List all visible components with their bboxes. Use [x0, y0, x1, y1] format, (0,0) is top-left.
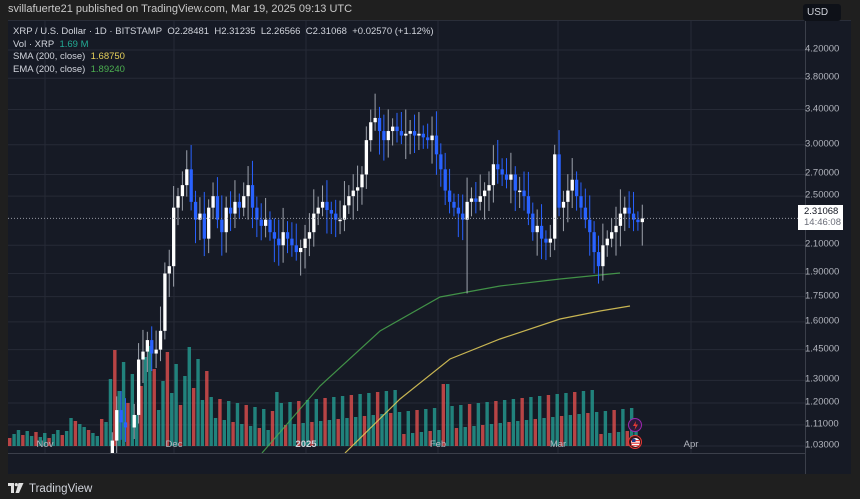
- price-tick: 4.20000: [805, 43, 840, 55]
- tv-logo-glyph: [8, 483, 24, 493]
- symbol-label[interactable]: XRP / U.S. Dollar · 1D · BITSTAMP: [13, 26, 163, 37]
- footer-brand[interactable]: TradingView: [29, 483, 93, 495]
- time-tick: Feb: [429, 439, 447, 450]
- ema-label: EMA (200, close): [13, 63, 86, 75]
- price-tick: 2.50000: [805, 189, 840, 201]
- currency-button[interactable]: USD: [803, 4, 841, 21]
- chart-panel[interactable]: [8, 20, 851, 474]
- time-tick: 2025: [295, 439, 317, 450]
- ohlc-open: O2.28481: [167, 26, 210, 37]
- last-price-label: 2.31068 14:46:08: [798, 205, 843, 230]
- event-icon-economic-us[interactable]: [628, 435, 642, 449]
- price-tick: 1.90000: [805, 266, 840, 278]
- sma-label: SMA (200, close): [13, 51, 86, 62]
- price-tick: 2.70000: [805, 167, 840, 179]
- publish-info: svillafuerte21 published on TradingView.…: [8, 3, 353, 15]
- volume-value: 1.69 M: [59, 38, 89, 50]
- price-tick: 2.10000: [805, 238, 840, 250]
- ema-value: 1.89240: [90, 63, 125, 75]
- legend-symbol-row: XRP / U.S. Dollar · 1D · BITSTAMP O2.284…: [13, 26, 434, 39]
- ohlc-low: L2.26566: [260, 26, 301, 37]
- price-axis[interactable]: [805, 21, 852, 474]
- last-price-value: 2.31068: [804, 206, 839, 217]
- time-tick: Apr: [683, 439, 699, 450]
- ohlc-high: H2.31235: [214, 26, 256, 37]
- price-tick: 3.00000: [805, 138, 840, 150]
- ohlc-change: +0.02570 (+1.12%): [352, 26, 434, 37]
- tradingview-logo-icon[interactable]: [8, 482, 24, 496]
- price-tick: 1.11000: [805, 418, 839, 430]
- legend-volume-row[interactable]: Vol · XRP 1.69 M: [13, 39, 434, 52]
- chart-legend: XRP / U.S. Dollar · 1D · BITSTAMP O2.284…: [13, 26, 434, 76]
- event-icon-dividends[interactable]: [628, 418, 642, 432]
- price-tick: 1.45000: [805, 343, 840, 355]
- ohlc-close: C2.31068: [305, 26, 347, 37]
- price-tick: 3.40000: [805, 103, 840, 115]
- us-flag-icon: [630, 437, 640, 447]
- sma-value: 1.68750: [90, 51, 125, 62]
- time-axis[interactable]: [8, 453, 805, 475]
- legend-sma-row[interactable]: SMA (200, close) 1.68750: [13, 51, 434, 64]
- price-tick: 1.75000: [805, 290, 840, 302]
- footer: TradingView: [8, 482, 92, 496]
- price-tick: 1.30000: [805, 373, 840, 385]
- candlestick-chart[interactable]: [8, 21, 805, 453]
- plot-area[interactable]: [8, 21, 805, 453]
- price-tick: 1.20000: [805, 396, 840, 408]
- time-tick: Mar: [549, 439, 567, 450]
- time-tick: Nov: [36, 439, 54, 450]
- lightning-icon: [632, 420, 638, 430]
- price-tick: 3.80000: [805, 71, 840, 83]
- legend-ema-row[interactable]: EMA (200, close) 1.89240: [13, 64, 434, 77]
- bar-countdown: 14:46:08: [804, 217, 841, 228]
- volume-label: Vol · XRP: [13, 38, 55, 50]
- time-tick: Dec: [165, 439, 183, 450]
- price-tick: 1.60000: [805, 315, 840, 327]
- price-tick: 1.03000: [805, 439, 840, 451]
